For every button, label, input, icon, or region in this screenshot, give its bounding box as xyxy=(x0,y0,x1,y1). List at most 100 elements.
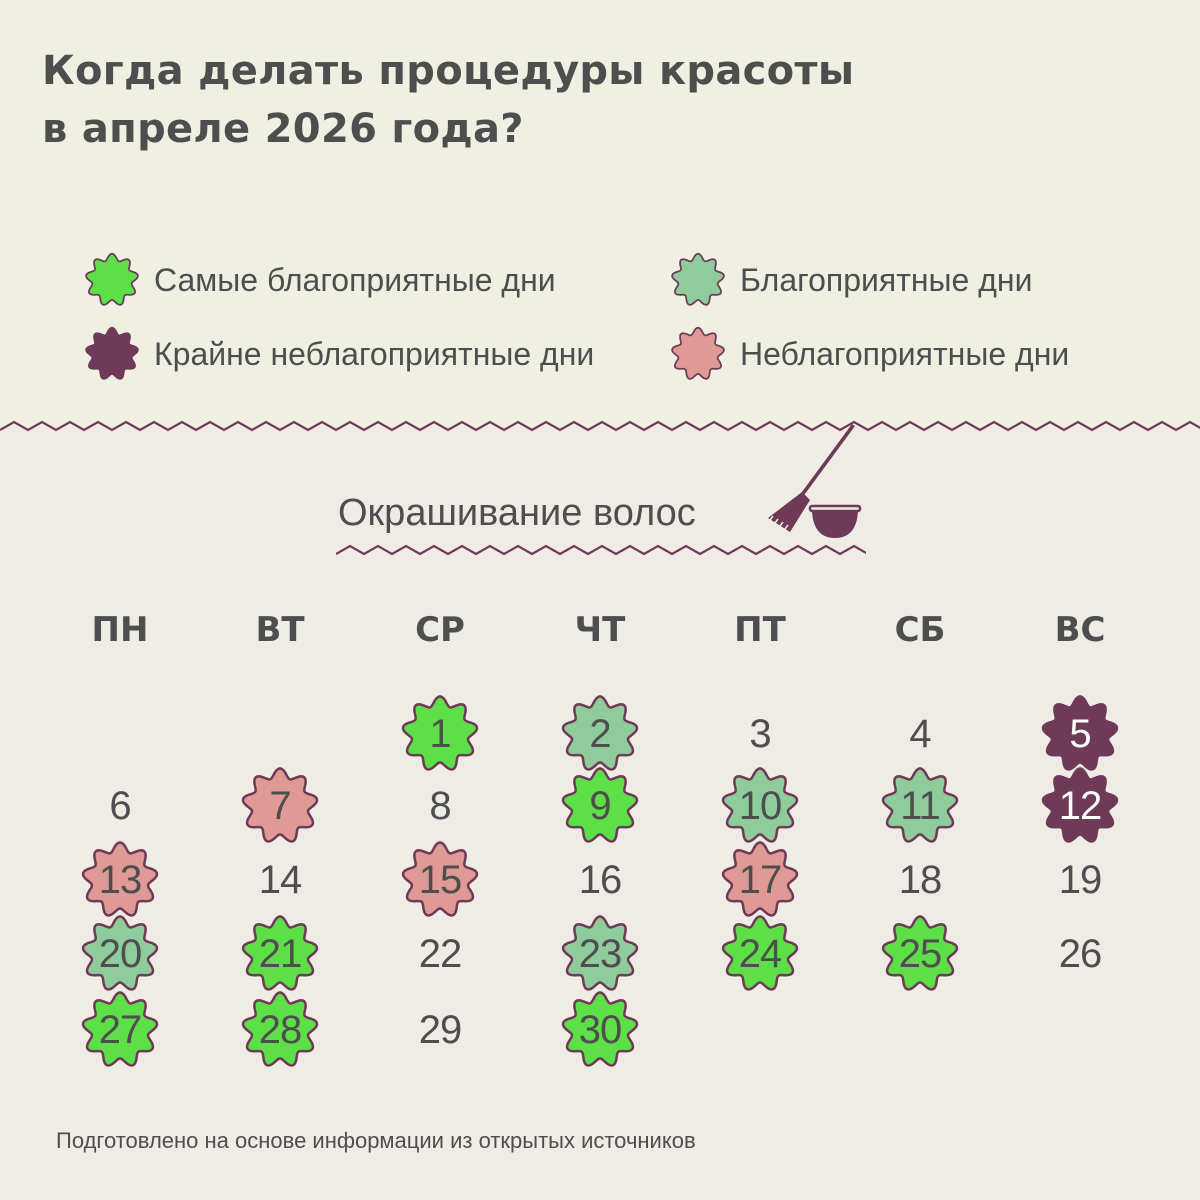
day-number: 6 xyxy=(109,784,131,828)
calendar-day-22: 22 xyxy=(400,914,480,994)
flower-badge-icon xyxy=(81,841,159,917)
day-number: 5 xyxy=(1069,712,1091,756)
flower-badge-icon xyxy=(561,695,639,771)
calendar-day-11: 11 xyxy=(880,766,960,846)
weekday-7: ВС xyxy=(1054,610,1106,650)
day-number: 2 xyxy=(589,712,611,756)
legend-item-best: Самые благоприятные дни xyxy=(84,252,556,308)
flower-badge-icon xyxy=(85,252,139,306)
calendar-day-23: 23 xyxy=(560,914,640,994)
calendar-day-15: 15 xyxy=(400,840,480,920)
calendar-day-24: 24 xyxy=(720,914,800,994)
calendar-day-7: 7 xyxy=(240,766,320,846)
calendar-day-3: 3 xyxy=(720,694,800,774)
day-number: 29 xyxy=(418,1008,463,1052)
day-number: 18 xyxy=(898,858,943,902)
day-number: 8 xyxy=(429,784,451,828)
flower-badge-icon xyxy=(881,915,959,991)
legend-item-good: Благоприятные дни xyxy=(670,252,1032,308)
day-number: 10 xyxy=(738,784,783,828)
flower-badge-icon xyxy=(721,841,799,917)
weekday-1: ПН xyxy=(91,610,149,650)
day-number: 14 xyxy=(258,858,303,902)
calendar-day-26: 26 xyxy=(1040,914,1120,994)
calendar-day-16: 16 xyxy=(560,840,640,920)
day-number: 4 xyxy=(909,712,931,756)
zigzag-divider xyxy=(0,420,1200,432)
weekday-5: ПТ xyxy=(734,610,786,650)
calendar-day-1: 1 xyxy=(400,694,480,774)
calendar-day-10: 10 xyxy=(720,766,800,846)
flower-badge-icon xyxy=(881,767,959,843)
weekday-4: ЧТ xyxy=(574,610,626,650)
day-number: 25 xyxy=(898,932,943,976)
flower-badge-icon xyxy=(85,326,139,380)
title-line-1: Когда делать процедуры красоты xyxy=(42,48,855,94)
day-number: 13 xyxy=(98,858,143,902)
day-number: 17 xyxy=(738,858,783,902)
day-number: 9 xyxy=(589,784,611,828)
calendar-day-20: 20 xyxy=(80,914,160,994)
flower-badge-icon xyxy=(671,252,725,306)
flower-badge-icon xyxy=(401,841,479,917)
flower-badge-icon xyxy=(241,767,319,843)
flower-badge-icon xyxy=(721,915,799,991)
day-number: 30 xyxy=(578,1008,623,1052)
legend-item-bad: Неблагоприятные дни xyxy=(670,326,1069,382)
page-title: Когда делать процедуры красоты в апреле … xyxy=(42,42,854,158)
calendar-day-19: 19 xyxy=(1040,840,1120,920)
day-number: 22 xyxy=(418,932,463,976)
day-number: 11 xyxy=(900,784,941,828)
calendar-day-17: 17 xyxy=(720,840,800,920)
flower-badge-icon xyxy=(241,991,319,1067)
day-number: 26 xyxy=(1058,932,1103,976)
calendar-day-12: 12 xyxy=(1040,766,1120,846)
weekday-2: ВТ xyxy=(255,610,305,650)
calendar-day-8: 8 xyxy=(400,766,480,846)
day-number: 12 xyxy=(1058,784,1103,828)
day-number: 24 xyxy=(738,932,783,976)
day-number: 15 xyxy=(418,858,463,902)
calendar-day-14: 14 xyxy=(240,840,320,920)
day-number: 16 xyxy=(578,858,623,902)
legend-label-extreme: Крайне неблагоприятные дни xyxy=(154,335,595,372)
legend-item-extreme: Крайне неблагоприятные дни xyxy=(84,326,594,382)
hair-dye-brush-and-bowl-icon xyxy=(768,424,862,538)
calendar-day-4: 4 xyxy=(880,694,960,774)
flower-badge-icon xyxy=(1041,767,1119,843)
calendar-day-2: 2 xyxy=(560,694,640,774)
calendar-day-29: 29 xyxy=(400,990,480,1070)
calendar-day-6: 6 xyxy=(80,766,160,846)
weekday-3: СР xyxy=(415,610,465,650)
legend-label-good: Благоприятные дни xyxy=(740,261,1033,298)
header-panel xyxy=(0,0,1200,426)
day-number: 7 xyxy=(269,784,291,828)
flower-badge-icon xyxy=(81,991,159,1067)
flower-badge-icon xyxy=(81,915,159,991)
calendar-day-21: 21 xyxy=(240,914,320,994)
section-underline-zigzag xyxy=(336,544,866,556)
flower-badge-icon xyxy=(561,767,639,843)
calendar-day-9: 9 xyxy=(560,766,640,846)
calendar-day-25: 25 xyxy=(880,914,960,994)
day-number: 23 xyxy=(578,932,623,976)
title-line-2: в апреле 2026 года? xyxy=(42,106,524,152)
day-number: 20 xyxy=(98,932,143,976)
flower-badge-icon xyxy=(721,767,799,843)
calendar-day-27: 27 xyxy=(80,990,160,1070)
footer-note: Подготовлено на основе информации из отк… xyxy=(56,1128,696,1153)
flower-badge-icon xyxy=(401,695,479,771)
calendar-day-30: 30 xyxy=(560,990,640,1070)
day-number: 19 xyxy=(1058,858,1103,902)
legend-label-bad: Неблагоприятные дни xyxy=(740,335,1070,372)
flower-badge-icon xyxy=(1041,695,1119,771)
section-title: Окрашивание волос xyxy=(338,492,696,534)
weekday-6: СБ xyxy=(894,610,946,650)
calendar-day-13: 13 xyxy=(80,840,160,920)
legend-label-best: Самые благоприятные дни xyxy=(154,261,556,298)
flower-badge-icon xyxy=(561,915,639,991)
flower-badge-icon xyxy=(561,991,639,1067)
day-number: 21 xyxy=(258,932,303,976)
flower-badge-icon xyxy=(241,915,319,991)
flower-badge-icon xyxy=(671,326,725,380)
